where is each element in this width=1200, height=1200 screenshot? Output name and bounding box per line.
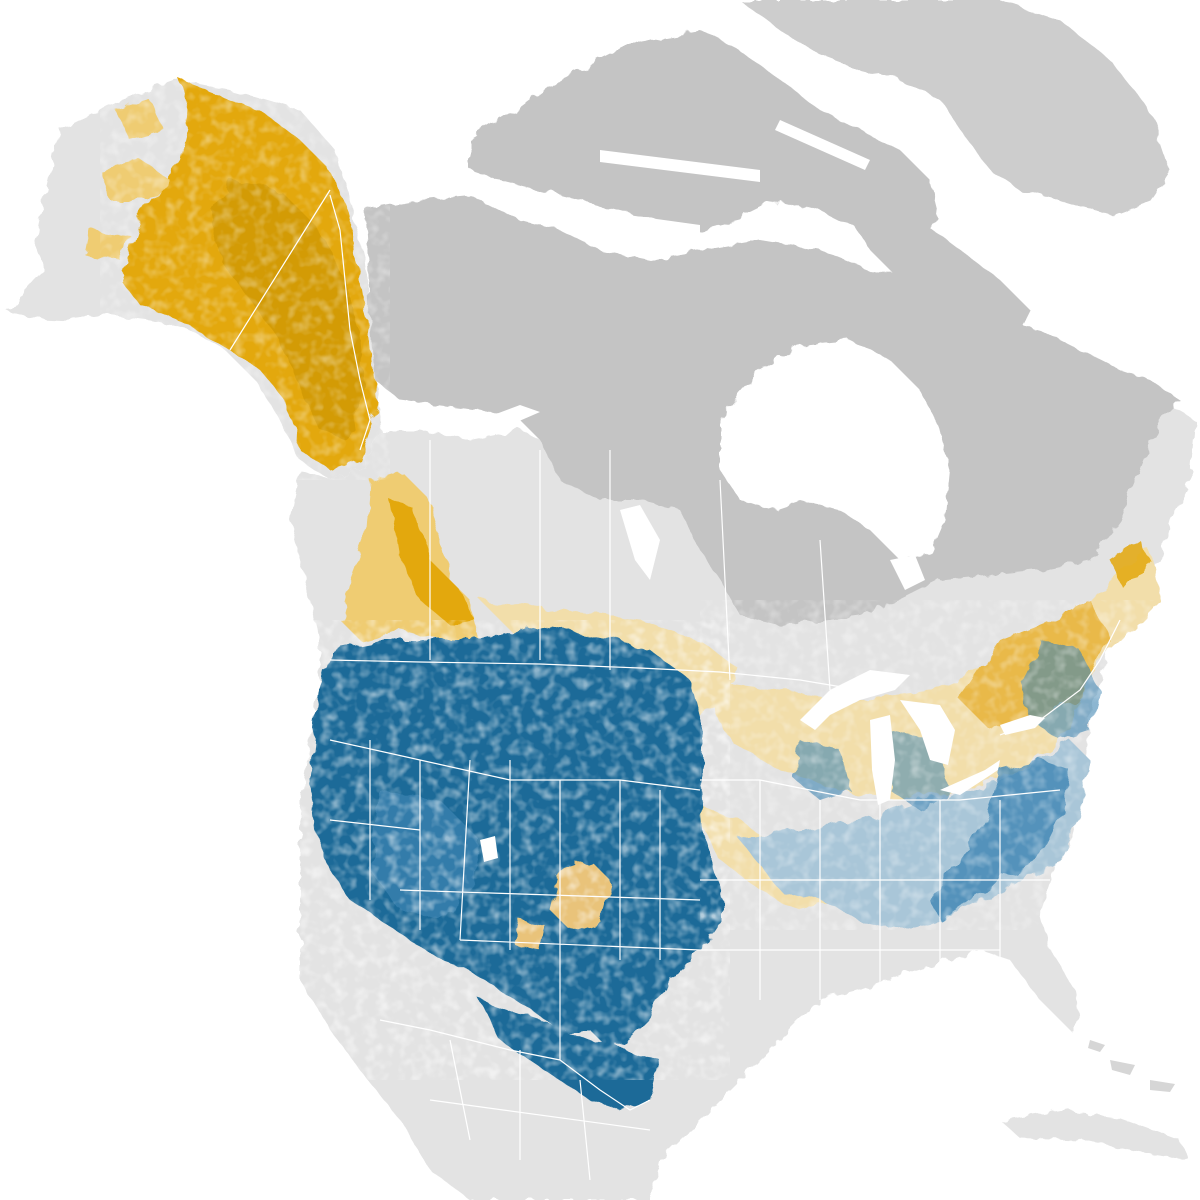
great-slave-lake — [480, 405, 540, 432]
nunavik-land — [875, 340, 1120, 550]
border-us-canada — [329, 659, 861, 691]
arctic-channel-3 — [775, 120, 870, 170]
borders-mexico-states — [429, 1039, 651, 1181]
water-layer — [520, 120, 950, 590]
hudson-bay — [720, 340, 950, 560]
caribbean-islands — [1088, 1040, 1175, 1092]
lake-michigan — [870, 715, 895, 805]
great-salt-lake — [480, 836, 498, 862]
range-texture — [100, 80, 1170, 1080]
baffin-island-land — [855, 200, 1030, 330]
lake-superior — [800, 670, 910, 730]
lake-huron — [900, 700, 955, 765]
border-alaska-canada — [329, 194, 371, 451]
border-us-mexico — [379, 1019, 651, 1111]
lake-winnipeg — [620, 505, 660, 580]
breeding-bc-core — [390, 500, 475, 625]
borders-us-states-east — [700, 779, 1061, 1000]
breeding-gaspe — [1110, 540, 1150, 590]
lakes-layer — [480, 405, 1045, 862]
arctic-islands-land — [470, 30, 940, 240]
greenland-land — [740, 0, 1170, 215]
political-borders-layer — [229, 189, 1121, 1181]
border-us-canada-east — [999, 619, 1121, 736]
lake-erie — [940, 760, 1000, 795]
cuba-land — [1000, 1110, 1190, 1160]
james-bay — [890, 555, 925, 590]
lake-ontario — [1000, 715, 1045, 735]
borders-us-states-west — [329, 739, 701, 1060]
borders-canadian-provinces — [229, 189, 831, 691]
arctic-channel-1 — [520, 200, 700, 240]
arctic-channel-2 — [600, 150, 760, 182]
